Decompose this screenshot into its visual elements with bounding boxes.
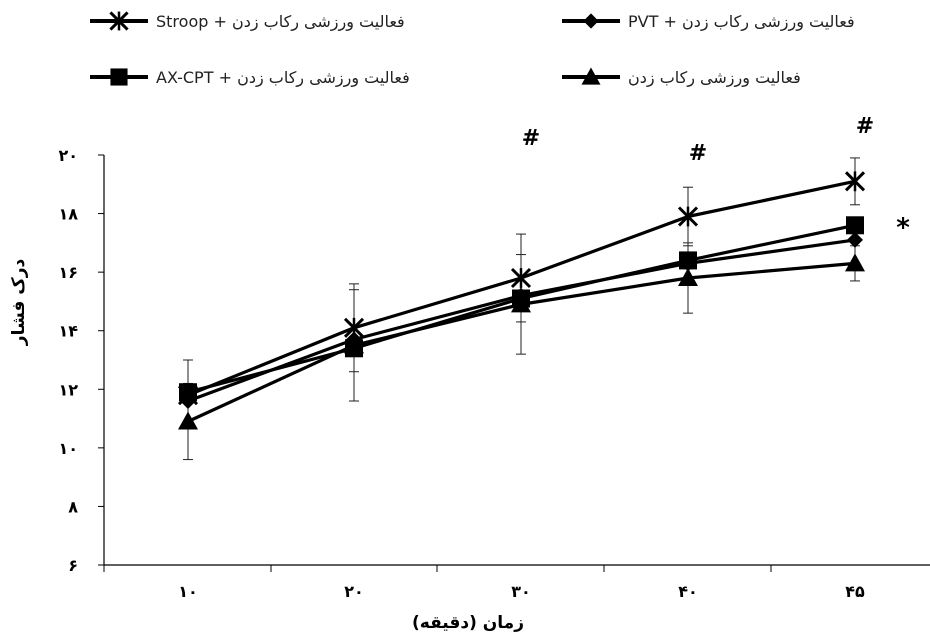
x-axis-ticks: ۱۰ ۲۰ ۳۰ ۴۰ ۴۵	[103, 565, 865, 601]
significance-marker: #	[856, 114, 874, 139]
legend-item-base: فعالیت ورزشی رکاب زدن	[560, 62, 801, 92]
x-tick-label: ۲۰	[344, 582, 364, 601]
y-tick-label: ۸	[68, 497, 78, 516]
x-tick-label: ۱۰	[178, 582, 198, 601]
legend-swatch-triangle	[562, 67, 620, 85]
y-tick-label: ۱۴	[58, 322, 78, 341]
marker-triangle	[845, 253, 865, 272]
marker-square	[110, 68, 128, 86]
x-tick-label: ۳۰	[511, 582, 531, 601]
y-tick-label: ۱۶	[58, 263, 78, 282]
marker-square	[679, 251, 697, 270]
legend-label-axcpt: فعالیت ورزشی رکاب زدن + AX-CPT	[156, 67, 410, 87]
significance-marker: #	[522, 126, 540, 151]
series-markers	[177, 171, 866, 430]
marker-star	[510, 267, 532, 289]
marker-star	[844, 171, 866, 192]
axes	[103, 155, 930, 566]
y-tick-label: ۱۲	[58, 380, 78, 399]
marker-triangle	[344, 335, 364, 354]
legend-swatch-star	[90, 11, 148, 31]
legend-item-pvt: فعالیت ورزشی رکاب زدن + PVT	[560, 6, 855, 36]
significance-marker: #	[689, 141, 707, 166]
marker-triangle	[178, 411, 198, 430]
marker-triangle	[511, 294, 531, 313]
marker-diamond	[847, 231, 863, 248]
marker-triangle	[581, 67, 601, 85]
legend-item-stroop: فعالیت ورزشی رکاب زدن + Stroop	[88, 6, 405, 36]
y-tick-label: ۱۰	[58, 439, 78, 458]
legend-swatch-diamond	[562, 13, 620, 29]
y-tick-label: ۲۰	[58, 146, 78, 165]
y-axis-label: درک فشار	[9, 259, 29, 347]
y-axis-ticks: ۶ ۸ ۱۰ ۱۲ ۱۴ ۱۶ ۱۸ ۲۰	[58, 146, 104, 575]
annotations: # # # *	[522, 114, 910, 243]
y-tick-label: ۱۸	[58, 205, 78, 224]
legend-item-axcpt: فعالیت ورزشی رکاب زدن + AX-CPT	[88, 62, 410, 92]
legend-swatch-square	[90, 68, 148, 86]
x-tick-label: ۴۵	[845, 582, 865, 601]
marker-star	[109, 11, 129, 31]
marker-star	[677, 206, 699, 227]
y-tick-label: ۶	[68, 556, 78, 575]
side-significance-marker: *	[896, 213, 910, 243]
marker-square	[179, 383, 197, 402]
marker-square	[846, 216, 864, 235]
legend-label-base: فعالیت ورزشی رکاب زدن	[628, 67, 801, 87]
marker-diamond	[583, 13, 599, 29]
marker-triangle	[678, 268, 698, 286]
legend-label-stroop: فعالیت ورزشی رکاب زدن + Stroop	[156, 11, 405, 31]
x-axis-label: زمان (دقیقه)	[412, 613, 524, 633]
legend-label-pvt: فعالیت ورزشی رکاب زدن + PVT	[628, 11, 855, 31]
x-tick-label: ۴۰	[678, 582, 698, 601]
